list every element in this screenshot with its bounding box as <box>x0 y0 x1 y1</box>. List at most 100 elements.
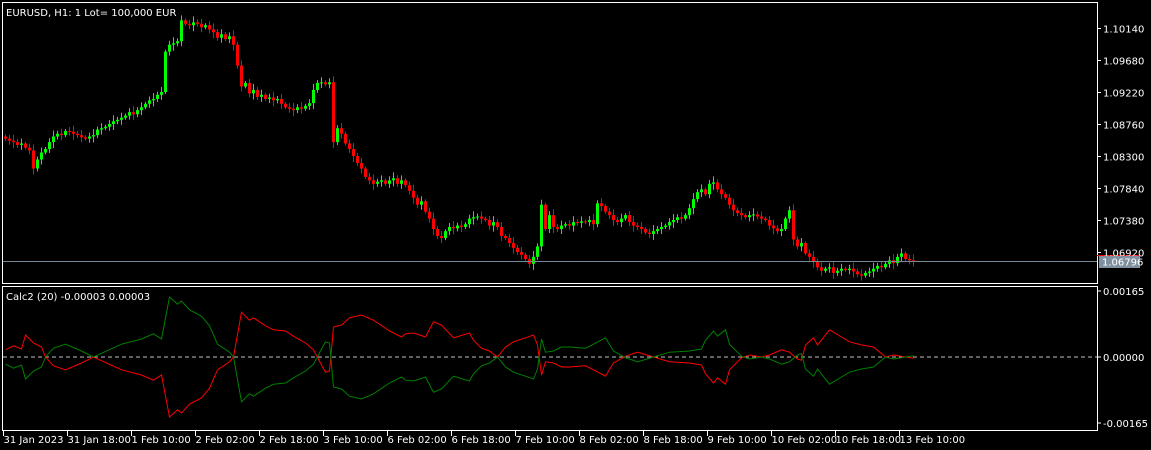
candle <box>648 228 651 238</box>
candle <box>332 76 335 149</box>
candle <box>128 108 131 120</box>
candle-body <box>776 228 779 232</box>
indicator-lines <box>5 296 914 418</box>
price-tick-label: 1.09220 <box>1103 89 1144 100</box>
candle <box>652 225 655 240</box>
candle-body <box>108 124 111 127</box>
candle <box>352 143 355 162</box>
candle <box>656 226 659 235</box>
candle-body <box>640 226 643 230</box>
candle-body <box>268 97 271 99</box>
candle <box>164 49 167 94</box>
candle-body <box>4 136 7 139</box>
candle <box>504 234 507 241</box>
candle-body <box>772 225 775 229</box>
candle <box>464 222 467 229</box>
candle <box>440 231 443 244</box>
candle <box>816 258 819 271</box>
candle-body <box>472 217 475 219</box>
candle <box>824 266 827 273</box>
candle-body <box>120 117 123 120</box>
candle <box>44 147 47 155</box>
candle-body <box>616 220 619 223</box>
candle <box>144 101 147 110</box>
candle-body <box>136 110 139 115</box>
candle <box>152 92 155 107</box>
candle-body <box>684 215 687 219</box>
candle <box>620 213 623 228</box>
candle-body <box>52 136 55 143</box>
candle-body <box>340 128 343 134</box>
candle <box>576 219 579 226</box>
candle <box>596 200 599 228</box>
candle-body <box>784 218 787 230</box>
candle <box>556 223 559 233</box>
candle-body <box>24 143 27 148</box>
time-tick-label: 8 Feb 02:00 <box>580 435 639 446</box>
candle <box>592 214 595 231</box>
candle <box>568 220 571 230</box>
candle <box>340 123 343 139</box>
candle-body <box>808 253 811 257</box>
candle <box>400 175 403 189</box>
candle <box>792 204 795 246</box>
candle <box>764 216 767 222</box>
candle <box>900 248 903 262</box>
candle-body <box>152 98 155 101</box>
candle <box>32 144 35 175</box>
candle <box>236 41 239 69</box>
candle-body <box>476 216 479 218</box>
candle <box>668 218 671 230</box>
candle-body <box>460 225 463 227</box>
candle-body <box>408 185 411 191</box>
candle-body <box>344 133 347 144</box>
candle <box>328 78 331 89</box>
candle-body <box>804 242 807 254</box>
candle-body <box>536 246 539 257</box>
candle <box>536 243 539 260</box>
candle-body <box>524 254 527 259</box>
candle-body <box>280 98 283 104</box>
candle-body <box>884 263 887 268</box>
candle <box>360 157 363 174</box>
candle-body <box>844 268 847 271</box>
indicator-tick-bottom: -0.00165 <box>1103 419 1148 430</box>
candle <box>212 23 215 39</box>
candle-body <box>256 89 259 97</box>
candle-body <box>264 94 267 99</box>
candle <box>368 172 371 185</box>
candle <box>848 264 851 275</box>
candle-body <box>404 180 407 186</box>
candle-body <box>792 210 795 240</box>
candle-body <box>116 119 119 122</box>
candle-body <box>416 197 419 205</box>
indicator-frame <box>2 286 1098 431</box>
candle <box>808 249 811 261</box>
candle-body <box>200 23 203 28</box>
candle <box>220 29 223 43</box>
candle <box>4 134 7 141</box>
candle-body <box>768 220 771 226</box>
candle <box>532 250 535 270</box>
candle <box>560 220 563 235</box>
candle-body <box>488 220 491 226</box>
candle-body <box>840 268 843 271</box>
candle-body <box>64 130 67 136</box>
price-tick-label: 1.06920 <box>1103 249 1144 260</box>
candle-body <box>348 143 351 150</box>
candle <box>312 83 315 110</box>
candle-body <box>300 107 303 109</box>
candle <box>20 138 23 150</box>
candle-body <box>376 181 379 184</box>
candle <box>912 254 915 267</box>
candle <box>364 166 367 179</box>
candle <box>380 175 383 187</box>
candle <box>416 194 419 208</box>
main-chart-frame <box>2 2 1098 284</box>
candle-body <box>204 25 207 28</box>
candle <box>324 80 327 87</box>
candle-body <box>748 215 751 218</box>
candle <box>832 261 835 279</box>
candle-body <box>516 247 519 252</box>
